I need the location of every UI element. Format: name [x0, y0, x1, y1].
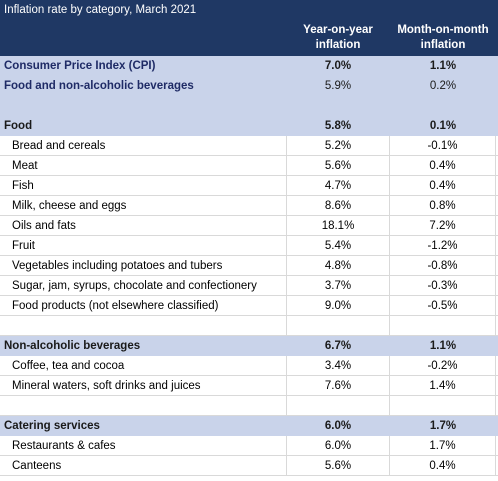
- header-category: [0, 20, 286, 56]
- row-yoy: 7.0%: [324, 60, 352, 72]
- row-label: Catering services: [4, 420, 100, 432]
- row-yoy: 3.4%: [286, 356, 390, 375]
- table-title-row: Inflation rate by category, March 2021: [0, 0, 498, 20]
- header-yoy: Year-on-year inflation: [286, 20, 390, 56]
- row-yoy: 4.7%: [286, 176, 390, 195]
- table-row: Sugar, jam, syrups, chocolate and confec…: [0, 276, 498, 296]
- table-row: Food products (not elsewhere classified)…: [0, 296, 498, 316]
- row-label: Coffee, tea and cocoa: [12, 359, 125, 372]
- empty-cell: [390, 396, 496, 415]
- row-mom: 0.4%: [390, 176, 496, 195]
- row-label: Oils and fats: [12, 219, 76, 232]
- table-row: Vegetables including potatoes and tubers…: [0, 256, 498, 276]
- row-mom: 0.4%: [390, 156, 496, 175]
- row-label: Milk, cheese and eggs: [12, 199, 127, 212]
- row-mom: 1.7%: [429, 420, 457, 432]
- table-row: Restaurants & cafes 6.0% 1.7%: [0, 436, 498, 456]
- row-mom: 0.8%: [390, 196, 496, 215]
- row-label: Consumer Price Index (CPI): [4, 60, 156, 72]
- row-mom: -0.2%: [390, 356, 496, 375]
- row-label: Vegetables including potatoes and tubers: [12, 259, 223, 272]
- row-yoy: 5.9%: [324, 80, 352, 92]
- row-yoy: 5.8%: [324, 120, 352, 132]
- empty-cell: [390, 316, 496, 335]
- row-mom: -1.2%: [390, 236, 496, 255]
- header-row: Year-on-year inflation Month-on-month in…: [0, 20, 498, 56]
- row-mom: 1.1%: [429, 340, 457, 352]
- table-row: Milk, cheese and eggs 8.6% 0.8%: [0, 196, 498, 216]
- row-mom: -0.1%: [390, 136, 496, 155]
- row-label: Fish: [12, 179, 34, 192]
- row-yoy: 3.7%: [286, 276, 390, 295]
- empty-cell: [286, 316, 390, 335]
- row-label: Food products (not elsewhere classified): [12, 299, 219, 312]
- row-mom: 1.4%: [390, 376, 496, 395]
- table-row-food-bev: Food and non-alcoholic beverages 5.9% 0.…: [0, 76, 498, 96]
- table-row-food: Food 5.8% 0.1%: [0, 116, 498, 136]
- row-mom: 0.4%: [390, 456, 496, 475]
- spacer-row: [0, 316, 498, 336]
- row-mom: 7.2%: [390, 216, 496, 235]
- row-label: Meat: [12, 159, 38, 172]
- table-row-nab: Non-alcoholic beverages 6.7% 1.1%: [0, 336, 498, 356]
- row-yoy: 4.8%: [286, 256, 390, 275]
- row-label: Food: [4, 120, 33, 132]
- row-label: Restaurants & cafes: [12, 439, 116, 452]
- row-yoy: 9.0%: [286, 296, 390, 315]
- row-mom: 1.1%: [429, 60, 457, 72]
- row-label: Canteens: [12, 459, 62, 472]
- empty-cell: [286, 396, 390, 415]
- row-yoy: 5.6%: [286, 156, 390, 175]
- row-mom: -0.5%: [390, 296, 496, 315]
- row-mom: 0.2%: [429, 80, 457, 92]
- header-mom-line1: Month-on-month: [397, 24, 489, 36]
- row-mom: 1.7%: [390, 436, 496, 455]
- row-label: Non-alcoholic beverages: [4, 340, 141, 352]
- header-yoy-line2: inflation: [315, 39, 361, 51]
- row-yoy: 5.6%: [286, 456, 390, 475]
- row-label: Food and non-alcoholic beverages: [4, 80, 194, 92]
- row-yoy: 8.6%: [286, 196, 390, 215]
- spacer-row: [0, 96, 498, 116]
- row-yoy: 6.0%: [286, 436, 390, 455]
- spacer-row: [0, 396, 498, 416]
- row-mom: -0.8%: [390, 256, 496, 275]
- table-row: Fish 4.7% 0.4%: [0, 176, 498, 196]
- table-title: Inflation rate by category, March 2021: [4, 4, 197, 16]
- row-yoy: 7.6%: [286, 376, 390, 395]
- table-row-cpi: Consumer Price Index (CPI) 7.0% 1.1%: [0, 56, 498, 76]
- row-yoy: 6.7%: [324, 340, 352, 352]
- row-label: Bread and cereals: [12, 139, 106, 152]
- table-row: Bread and cereals 5.2% -0.1%: [0, 136, 498, 156]
- row-yoy: 6.0%: [324, 420, 352, 432]
- header-mom-line2: inflation: [420, 39, 466, 51]
- header-mom: Month-on-month inflation: [390, 20, 496, 56]
- row-yoy: 18.1%: [286, 216, 390, 235]
- row-label: Mineral waters, soft drinks and juices: [12, 379, 201, 392]
- table-row: Coffee, tea and cocoa 3.4% -0.2%: [0, 356, 498, 376]
- row-mom: -0.3%: [390, 276, 496, 295]
- table-row: Meat 5.6% 0.4%: [0, 156, 498, 176]
- row-yoy: 5.2%: [286, 136, 390, 155]
- row-mom: 0.1%: [429, 120, 457, 132]
- header-yoy-line1: Year-on-year: [303, 24, 373, 36]
- table-row: Fruit 5.4% -1.2%: [0, 236, 498, 256]
- table-row-catering: Catering services 6.0% 1.7%: [0, 416, 498, 436]
- table-row: Mineral waters, soft drinks and juices 7…: [0, 376, 498, 396]
- table-row: Canteens 5.6% 0.4%: [0, 456, 498, 476]
- row-label: Sugar, jam, syrups, chocolate and confec…: [12, 279, 257, 292]
- row-yoy: 5.4%: [286, 236, 390, 255]
- row-label: Fruit: [12, 239, 35, 252]
- table-row: Oils and fats 18.1% 7.2%: [0, 216, 498, 236]
